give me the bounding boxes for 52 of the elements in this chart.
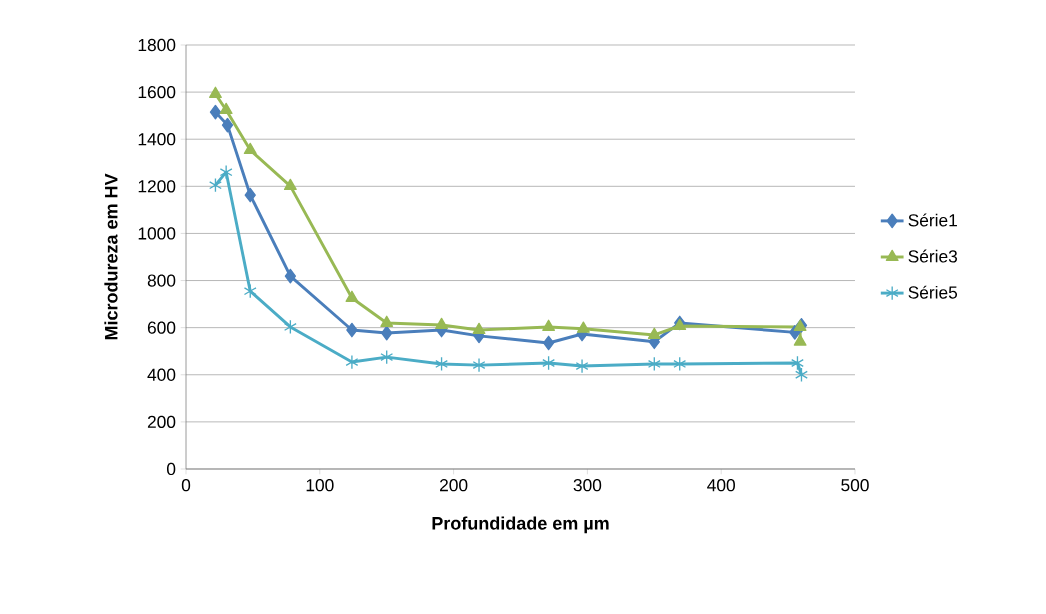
point bbox=[244, 187, 256, 203]
y-tick-label: 1200 bbox=[138, 180, 176, 193]
point bbox=[542, 355, 556, 371]
point bbox=[435, 317, 448, 330]
point bbox=[380, 349, 394, 365]
x-tick-label: 500 bbox=[841, 479, 869, 492]
point bbox=[647, 356, 661, 372]
point bbox=[284, 268, 297, 284]
point bbox=[209, 177, 222, 193]
legend-label: Série3 bbox=[908, 249, 958, 263]
point bbox=[345, 354, 359, 370]
point bbox=[219, 102, 233, 115]
x-tick-label: 300 bbox=[573, 479, 602, 492]
point bbox=[283, 178, 297, 191]
point bbox=[542, 335, 555, 351]
y-tick-label: 200 bbox=[147, 415, 176, 429]
y-tick-label: 1000 bbox=[138, 227, 176, 240]
point bbox=[380, 315, 394, 327]
point bbox=[472, 357, 486, 373]
y-tick-label: 600 bbox=[147, 321, 176, 334]
point bbox=[243, 142, 257, 155]
y-tick-label: 1800 bbox=[138, 38, 176, 52]
x-tick-label: 400 bbox=[707, 479, 735, 492]
point bbox=[673, 356, 687, 372]
y-tick-label: 400 bbox=[147, 368, 176, 381]
point bbox=[219, 164, 233, 180]
point bbox=[221, 117, 234, 133]
legend-label: Série1 bbox=[908, 213, 957, 227]
point bbox=[793, 334, 807, 346]
x-axis-title: Profundidade em µm bbox=[432, 516, 609, 534]
point bbox=[209, 104, 222, 120]
legend-label: Série5 bbox=[908, 285, 958, 299]
point bbox=[243, 283, 257, 299]
point bbox=[435, 356, 448, 372]
y-tick-label: 800 bbox=[147, 274, 176, 287]
point bbox=[542, 319, 556, 331]
point bbox=[647, 327, 661, 339]
point bbox=[381, 325, 393, 341]
y-tick-label: 1400 bbox=[138, 133, 176, 146]
y-tick-label: 1600 bbox=[138, 85, 176, 99]
point bbox=[576, 321, 590, 333]
point bbox=[283, 319, 297, 335]
y-tick-label: 0 bbox=[166, 462, 176, 476]
point bbox=[209, 86, 222, 98]
x-tick-label: 0 bbox=[181, 479, 191, 492]
x-tick-label: 100 bbox=[306, 479, 334, 492]
point bbox=[346, 322, 358, 338]
point bbox=[472, 322, 486, 335]
y-axis-title: Microdureza em HV bbox=[104, 173, 118, 340]
point bbox=[345, 290, 359, 302]
point bbox=[575, 358, 589, 374]
x-tick-label: 200 bbox=[440, 479, 468, 492]
